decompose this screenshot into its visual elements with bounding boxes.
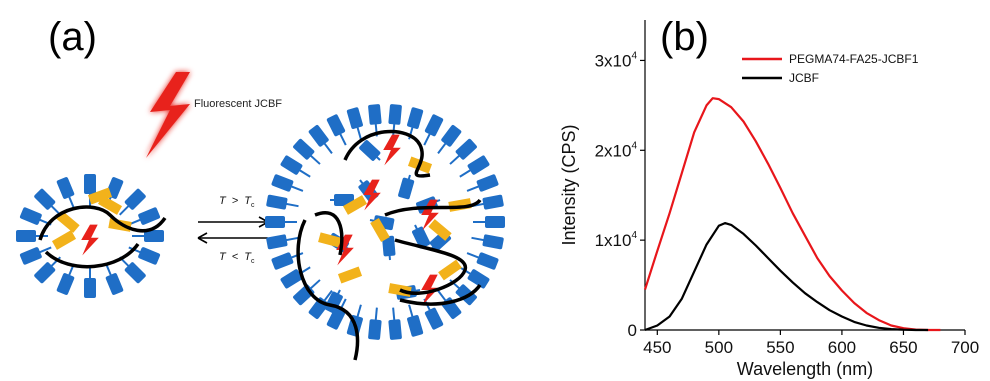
side-chain-unit bbox=[482, 194, 504, 210]
probe-unit-icon bbox=[383, 134, 401, 166]
side-chain-unit bbox=[346, 107, 363, 129]
side-chain-unit bbox=[84, 174, 96, 194]
small-micelle bbox=[16, 174, 167, 298]
side-chain-unit bbox=[368, 104, 382, 125]
x-tick-label: 450 bbox=[643, 338, 671, 357]
panel-b: (b) 450 500 550 600 650 700 0 1x104 2x104 3x104 Wa… bbox=[559, 15, 979, 379]
side-chain-unit bbox=[124, 262, 146, 284]
side-chain-unit bbox=[19, 247, 42, 265]
y-tick-label: 0 bbox=[628, 321, 637, 340]
x-tick-label: 600 bbox=[828, 338, 856, 357]
x-tick-label: 650 bbox=[889, 338, 917, 357]
probe-label: Fluorescent JCBF bbox=[194, 98, 282, 110]
side-chain-unit bbox=[424, 114, 444, 137]
panel-a-label: (a) bbox=[48, 15, 97, 59]
series-line-1 bbox=[644, 222, 929, 332]
side-chain-unit bbox=[16, 230, 36, 242]
hydrophobic-unit bbox=[342, 195, 368, 215]
side-chain-unit bbox=[326, 114, 346, 137]
side-chain-unit bbox=[56, 273, 75, 295]
side-chain-unit bbox=[138, 247, 161, 265]
side-chain-unit bbox=[266, 234, 288, 250]
side-chain-unit bbox=[271, 252, 294, 270]
side-chain-unit bbox=[407, 107, 424, 129]
transition-arrows: T > Tc T < Tc bbox=[197, 195, 269, 265]
side-chain-unit bbox=[388, 104, 402, 125]
y-tick-label: 2x104 bbox=[595, 140, 638, 160]
series-line-0 bbox=[643, 97, 941, 332]
hydrophobic-unit bbox=[438, 259, 462, 281]
side-chain-unit bbox=[293, 138, 315, 160]
side-chain-unit bbox=[280, 269, 303, 289]
side-chain-unit bbox=[266, 194, 288, 210]
hydrophobic-unit bbox=[56, 211, 80, 233]
y-tick-label: 1x104 bbox=[595, 230, 638, 250]
emission-spectrum-chart: 450 500 550 600 650 700 0 1x104 2x104 3x104 Wavele… bbox=[559, 20, 979, 379]
large-aggregate bbox=[265, 104, 505, 361]
panel-b-label: (b) bbox=[660, 15, 709, 59]
side-chain-unit bbox=[424, 307, 444, 330]
x-tick-label: 550 bbox=[766, 338, 794, 357]
side-chain-unit bbox=[467, 269, 490, 289]
panel-a: (a) Fluorescent JCBF T > Tc T < Tc bbox=[16, 15, 505, 361]
reverse-arrowhead bbox=[197, 232, 208, 244]
side-chain-unit bbox=[441, 125, 462, 147]
side-chain-unit bbox=[326, 307, 346, 330]
side-chain-unit bbox=[407, 315, 424, 337]
side-chain-unit bbox=[105, 273, 124, 295]
fluorescent-probe-bolt-icon bbox=[146, 72, 190, 158]
side-chain-unit bbox=[271, 174, 294, 192]
legend-label: PEGMA74-FA25-JCBF1 bbox=[789, 52, 919, 66]
side-chain-unit bbox=[455, 138, 477, 160]
probe-unit-icon bbox=[363, 179, 381, 211]
side-chain-unit bbox=[359, 140, 381, 161]
forward-condition: T > Tc bbox=[219, 195, 255, 209]
side-chain-unit bbox=[265, 216, 285, 228]
side-chain-unit bbox=[84, 278, 96, 298]
side-chain-unit bbox=[34, 188, 56, 210]
hydrophobic-unit bbox=[428, 219, 452, 241]
hydrophobic-unit bbox=[97, 195, 123, 215]
side-chain-unit bbox=[485, 216, 505, 228]
side-chain-unit bbox=[19, 207, 42, 225]
hydrophobic-unit bbox=[318, 232, 342, 248]
polymer-backbone bbox=[296, 129, 482, 361]
side-chain-unit bbox=[34, 262, 56, 284]
hydrophobic-unit bbox=[337, 266, 363, 284]
side-chain-unit bbox=[368, 319, 382, 340]
probe-bolt-shape bbox=[146, 72, 190, 158]
side-chain-unit bbox=[476, 252, 499, 270]
hydrophobic-unit bbox=[370, 217, 390, 243]
probe-unit-icon bbox=[81, 224, 99, 256]
side-chain-unit bbox=[388, 319, 402, 340]
legend-label: JCBF bbox=[789, 71, 819, 85]
side-chain-unit bbox=[467, 155, 490, 175]
side-chain-unit bbox=[476, 174, 499, 192]
side-chain-unit bbox=[138, 207, 161, 225]
side-chain-unit bbox=[124, 188, 146, 210]
x-tick-label: 700 bbox=[951, 338, 979, 357]
side-chain-unit bbox=[280, 155, 303, 175]
side-chain-unit bbox=[482, 234, 504, 250]
side-chain-unit bbox=[382, 235, 396, 257]
polymer-backbone bbox=[38, 205, 167, 269]
hydrophobic-unit bbox=[87, 187, 113, 205]
reverse-condition: T < Tc bbox=[219, 251, 255, 265]
x-tick-label: 500 bbox=[705, 338, 733, 357]
hydrophobic-unit bbox=[51, 230, 77, 250]
y-tick-label: 3x104 bbox=[595, 50, 638, 70]
side-chain-unit bbox=[308, 125, 329, 147]
x-axis-title: Wavelength (nm) bbox=[737, 359, 873, 379]
side-chain-unit bbox=[398, 177, 415, 200]
side-chain-unit bbox=[412, 226, 431, 249]
side-chain-unit bbox=[144, 230, 164, 242]
y-axis-title: Intensity (CPS) bbox=[559, 124, 579, 245]
side-chain-unit bbox=[324, 291, 343, 314]
side-chain-unit bbox=[56, 177, 75, 199]
